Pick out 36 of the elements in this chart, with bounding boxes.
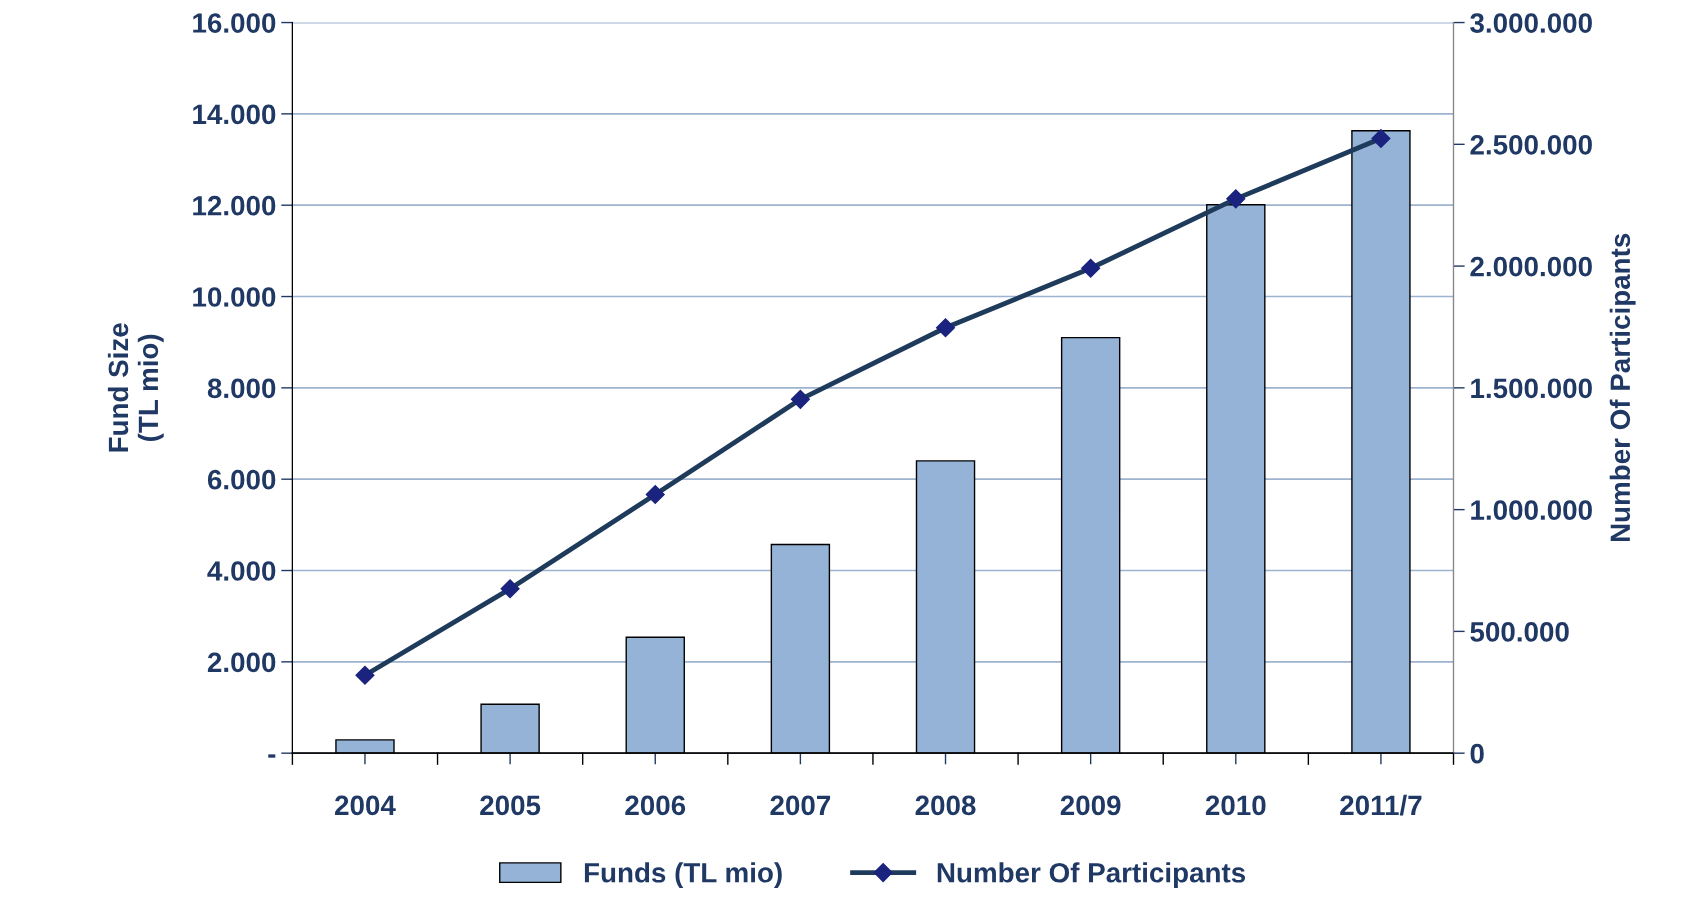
y2-tick-label: 3.000.000 [1470, 13, 1592, 33]
y-tick-label: 12.000 [193, 195, 276, 216]
point [645, 484, 665, 505]
x-tick-label: 2004 [335, 795, 396, 816]
y-axis-title: Fund Size (TL mio) [107, 323, 164, 452]
y-tick-label: 16.000 [193, 13, 276, 33]
y2-tick-label: 2.000.000 [1470, 256, 1592, 277]
point [935, 318, 956, 338]
y-tick-label: 8.000 [207, 378, 276, 399]
y2-axis-title: Number Of Participants [1609, 233, 1636, 542]
x-tick-label: 2011/7 [1340, 794, 1422, 816]
legend-label: Funds (TL mio) [584, 862, 782, 889]
x-tick-label: 2009 [1060, 795, 1121, 816]
y-tick-label: 4.000 [207, 561, 276, 581]
point [355, 665, 375, 685]
legend-label: Number Of Participants [937, 862, 1246, 889]
y-tick-label: - [268, 754, 276, 758]
x-tick-label: 2005 [480, 795, 541, 816]
y-tick-label: 14.000 [193, 104, 276, 125]
y2-tick-label: 0 [1470, 743, 1484, 764]
x-tick-label: 2008 [915, 795, 976, 816]
y2-tick-label: 1.000.000 [1471, 500, 1592, 520]
y-tick-label: 2.000 [207, 652, 276, 673]
x-tick-label: 2010 [1205, 795, 1266, 816]
y2-tick-label: 500.000 [1470, 622, 1569, 642]
point [1226, 189, 1246, 209]
x-tick-label: 2007 [770, 795, 831, 816]
point [500, 579, 520, 599]
y2-tick-label: 1.500.000 [1471, 378, 1592, 399]
y-tick-label: 10.000 [193, 287, 276, 307]
y2-tick-label: 2.500.000 [1470, 134, 1592, 155]
point [790, 389, 810, 409]
y-tick-label: 6.000 [207, 469, 276, 490]
point [1081, 258, 1101, 278]
x-tick-label: 2006 [625, 795, 686, 816]
point [1371, 128, 1391, 149]
